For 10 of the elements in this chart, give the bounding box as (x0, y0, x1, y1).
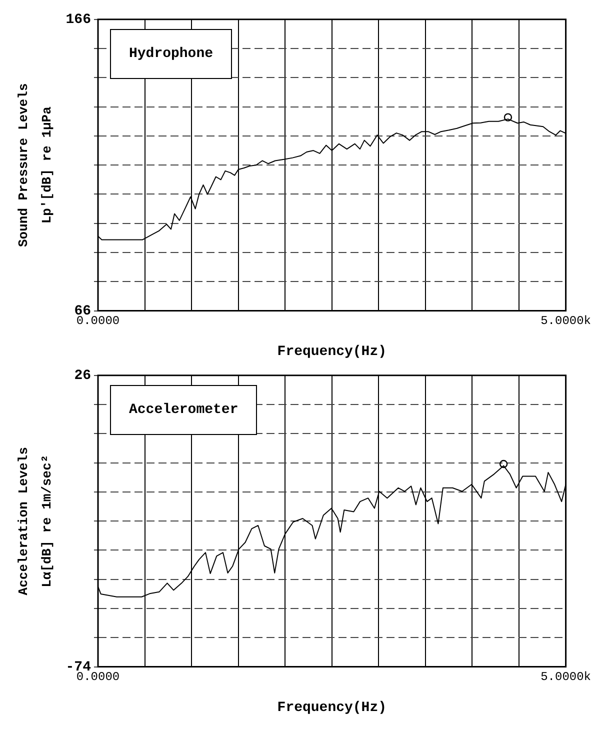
y-axis-title: Acceleration Levels Lα[dB] re 1m/sec² (16, 446, 54, 596)
y-tick-label: 26 (74, 368, 92, 384)
y-axis-title: Sound Pressure Levels Lp'[dB] re 1μPa (16, 82, 54, 248)
x-tick-label: 5.0000k (540, 314, 592, 328)
label-box: Hydrophone (110, 29, 232, 80)
x-axis-title: Frequency(Hz) (277, 700, 387, 716)
label-box: Accelerometer (110, 385, 258, 436)
x-axis-title: Frequency(Hz) (277, 344, 387, 360)
x-tick-label: 5.0000k (540, 670, 592, 684)
y-tick-label: 166 (66, 12, 92, 28)
